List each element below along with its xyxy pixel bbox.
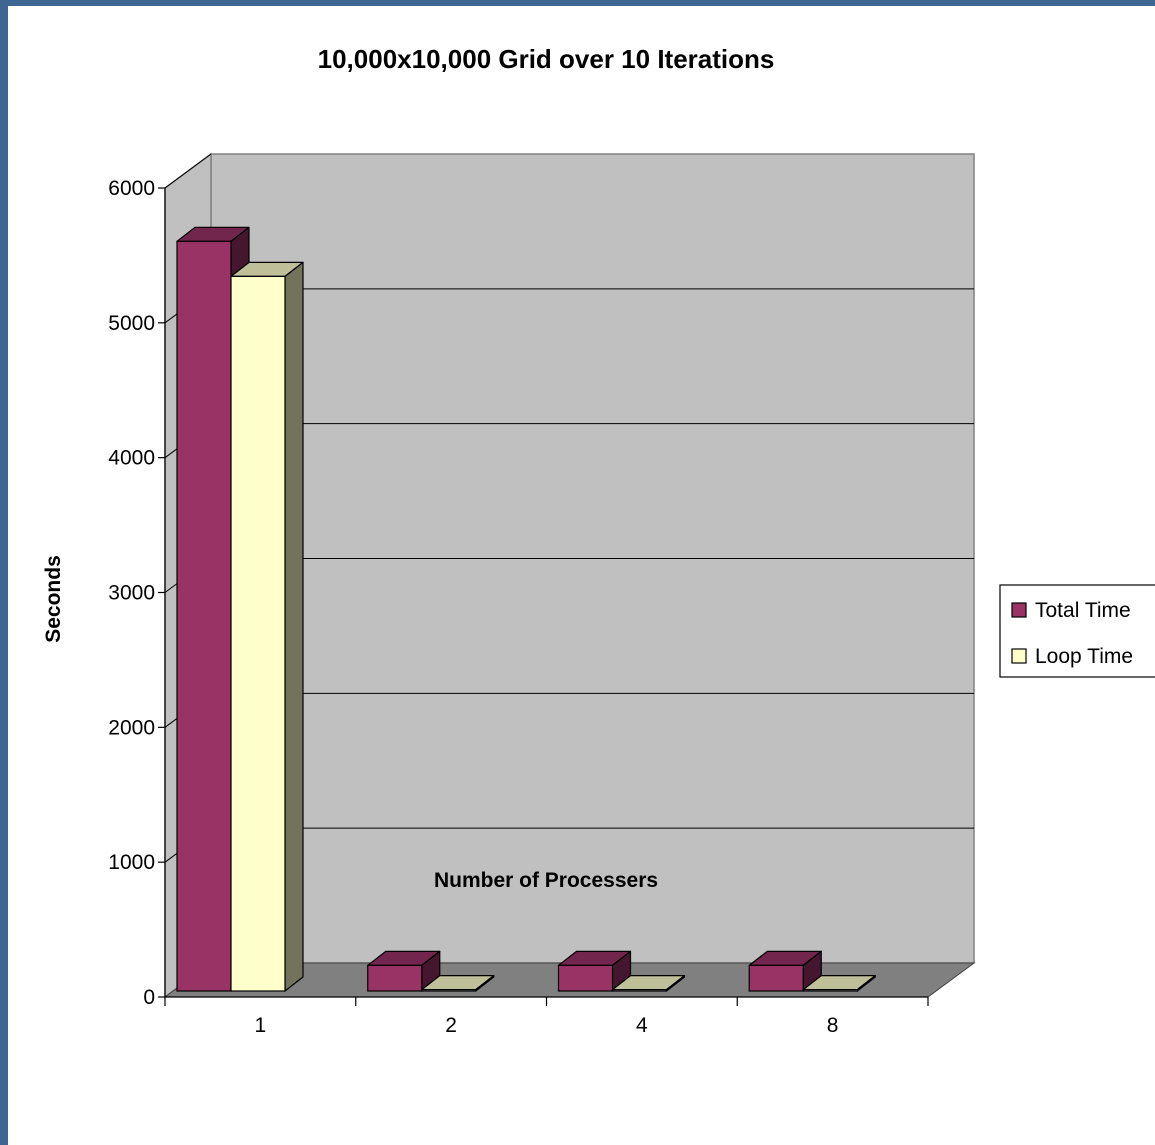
x-tick-label: 4 [636,1014,648,1037]
bar-front [421,989,477,992]
tick-labels: 0 1000 2000 3000 4000 5000 6000 1 2 4 8 [108,177,838,1037]
y-tick-label: 2000 [108,716,155,739]
legend-label-loop-time: Loop Time [1035,645,1133,668]
x-tick-label: 1 [255,1014,267,1037]
legend-label-total-time: Total Time [1035,599,1131,622]
chart-area: 0 1000 2000 3000 4000 5000 6000 1 2 4 8 10,000x10,… [8,6,1155,1145]
bar [421,975,495,992]
gridline-side [164,153,212,189]
bar [802,975,876,992]
bar-side [284,261,304,992]
x-axis-title: Number of Processers [434,869,658,892]
y-tick-label: 6000 [108,177,155,200]
bars [176,226,876,992]
axes [158,187,929,1006]
chart-svg: 0 1000 2000 3000 4000 5000 6000 1 2 4 8 10,000x10,… [42,44,1155,1037]
bar-front [176,240,232,992]
bar-front [557,964,614,992]
bar [611,975,686,992]
bar-front [748,964,804,992]
y-tick-label: 3000 [108,582,155,605]
bar-front [802,989,858,992]
y-tick-label: 0 [143,986,155,1009]
bar [557,950,632,992]
bar-front [611,989,668,992]
chart-title: 10,000x10,000 Grid over 10 Iterations [318,44,775,74]
bar-front [230,275,286,992]
y-tick-label: 4000 [108,447,155,470]
bar-front [367,964,423,992]
legend: Total Time Loop Time [999,584,1155,678]
y-tick-label: 5000 [108,312,155,335]
y-tick-label: 1000 [108,851,155,874]
bar [748,950,822,992]
legend-swatch-loop-time [1011,648,1027,664]
bar [367,950,441,992]
y-axis-title: Seconds [42,555,65,643]
legend-swatch-total-time [1011,602,1027,618]
x-tick-label: 8 [827,1014,839,1037]
x-tick-label: 2 [445,1014,457,1037]
bar [230,261,304,992]
